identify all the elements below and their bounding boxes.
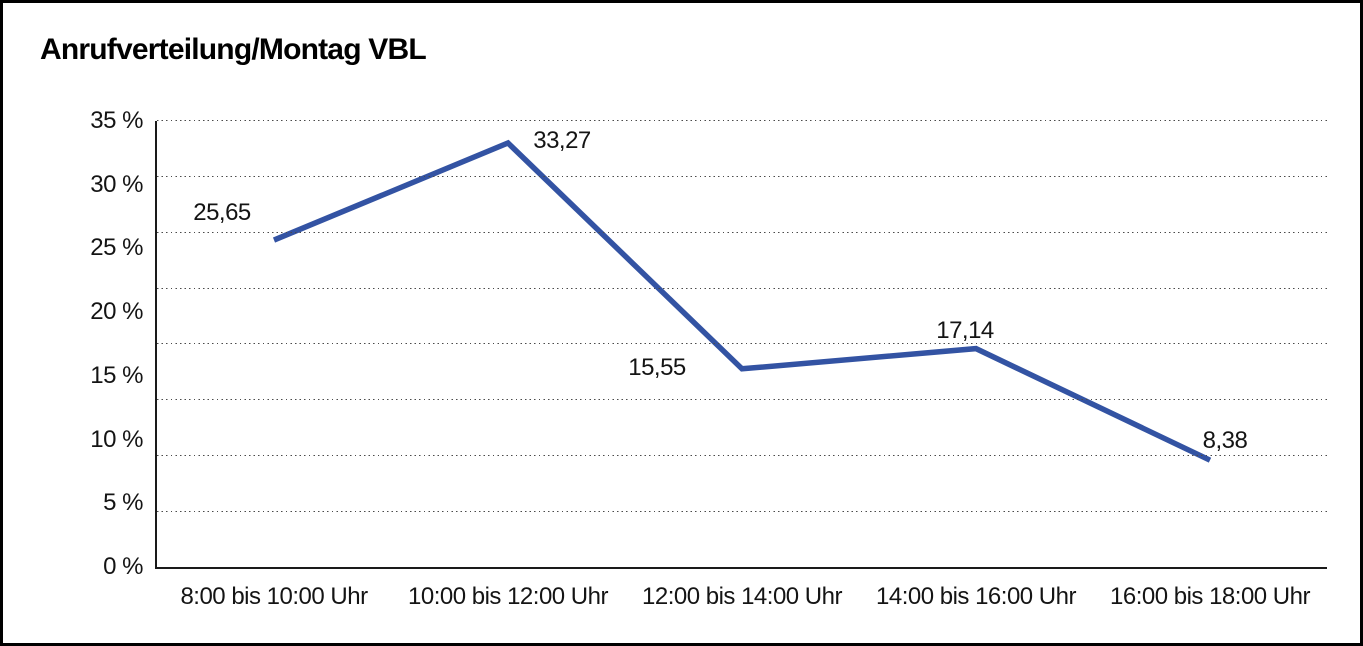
y-tick-label: 5 %: [103, 489, 143, 517]
y-tick-label: 15 %: [90, 361, 143, 389]
x-tick-label: 10:00 bis 12:00 Uhr: [408, 583, 608, 610]
chart-title: Anrufverteilung/Montag VBL: [40, 33, 427, 66]
x-tick-label: 8:00 bis 10:00 Uhr: [180, 583, 368, 610]
data-label: 17,14: [936, 316, 994, 344]
x-tick-label: 14:00 bis 16:00 Uhr: [876, 583, 1076, 610]
data-label: 33,27: [533, 127, 591, 155]
x-tick-label: 12:00 bis 14:00 Uhr: [642, 583, 842, 610]
line-series: [272, 139, 1212, 463]
y-tick-label: 10 %: [90, 425, 143, 453]
y-tick-label: 20 %: [90, 298, 143, 326]
series-line: [272, 139, 1212, 463]
data-label: 15,55: [628, 353, 686, 381]
x-tick-label: 16:00 bis 18:00 Uhr: [1110, 583, 1310, 610]
plot-area: 35 % 30 % 25 % 20 % 15 % 10 % 5 % 0 % 8:00 bis 1…: [90, 108, 1327, 610]
y-tick-label: 30 %: [90, 170, 143, 198]
y-tick-label: 25 %: [90, 234, 143, 262]
y-tick-label: 35 %: [90, 107, 143, 134]
data-label: 25,65: [193, 199, 251, 227]
data-label: 8,38: [1202, 427, 1248, 455]
y-tick-label: 0 %: [103, 553, 143, 580]
